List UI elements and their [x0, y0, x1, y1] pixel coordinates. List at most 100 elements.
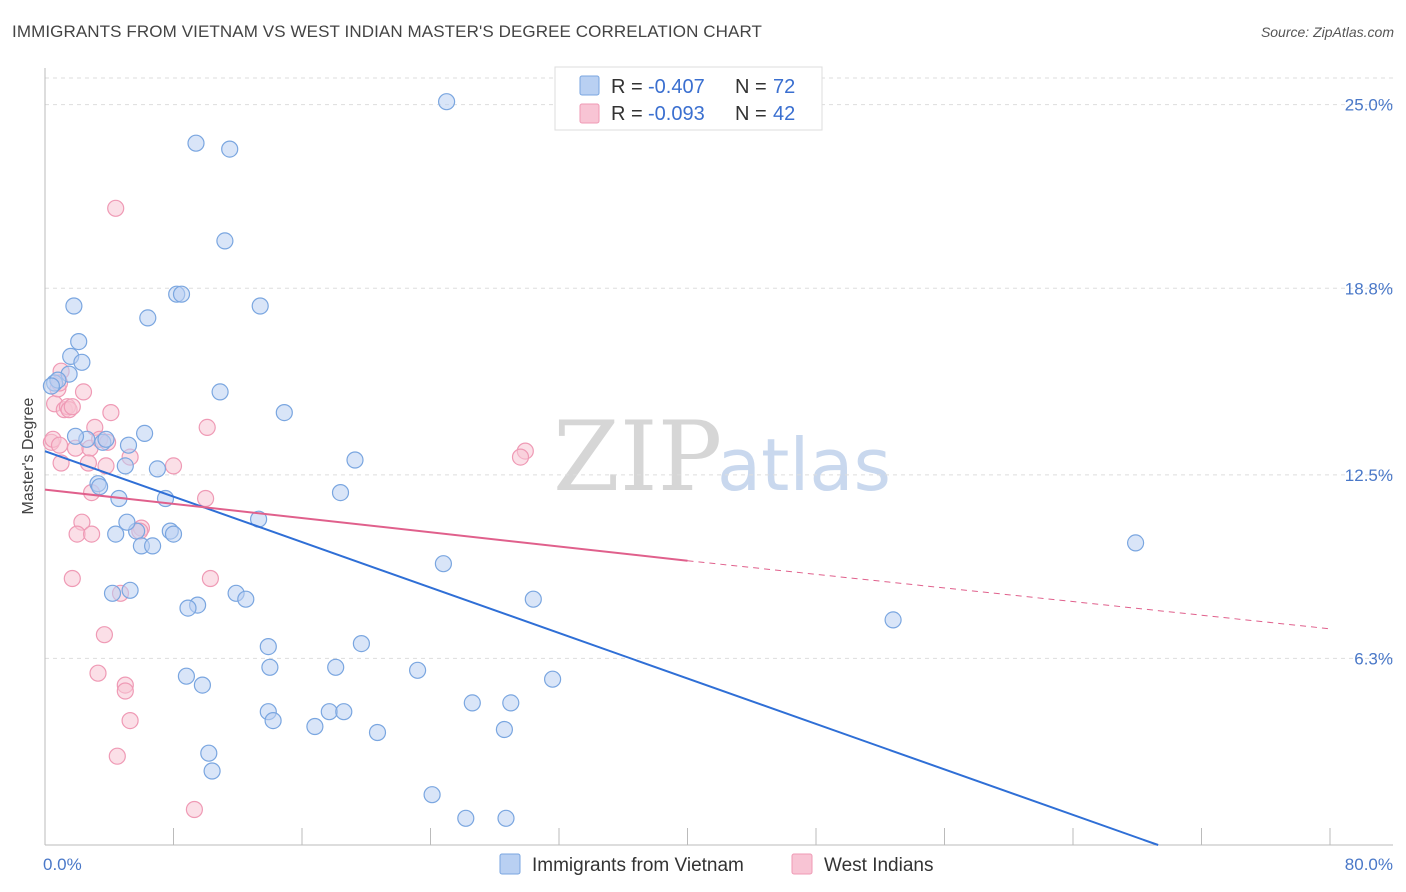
vietnam-point [1126, 534, 1145, 552]
vietnam-point [495, 720, 513, 739]
vietnam-point [103, 584, 122, 602]
west-indians-point [108, 747, 126, 765]
y-tick-label: 12.5% [1345, 466, 1393, 485]
vietnam-point [42, 377, 61, 395]
west-indians-point [102, 404, 120, 422]
series-legend: Immigrants from Vietnam West Indians [499, 853, 933, 876]
vietnam-point [352, 634, 370, 653]
vietnam-point [346, 451, 364, 469]
legend-r-value: -0.093 [648, 103, 705, 125]
vietnam-point [335, 703, 353, 721]
west-indians-point [198, 418, 216, 436]
x-tick-label-max: 80.0% [1345, 855, 1393, 874]
vietnam-point [259, 637, 277, 656]
west-indians-point [197, 489, 215, 508]
vietnam-point [327, 658, 345, 676]
vietnam-point [200, 744, 218, 762]
series-legend-swatch-pink [791, 853, 813, 875]
x-tick-label-min: 0.0% [43, 855, 82, 874]
watermark: ZIP atlas [553, 401, 891, 513]
west-indians-points [42, 199, 534, 819]
vietnam-point [543, 670, 562, 688]
west-indians-point [116, 682, 134, 700]
vietnam-point [179, 599, 197, 617]
series-legend-swatch-blue [499, 853, 521, 875]
y-axis-label: Master's Degree [20, 397, 37, 514]
legend-n-value: 72 [773, 76, 795, 98]
vietnam-point [66, 427, 85, 445]
west-indians-point [74, 383, 93, 401]
legend-n-label: N = [735, 76, 767, 98]
vietnam-point [70, 333, 88, 351]
legend-swatch-pink [579, 103, 600, 124]
legend-swatch-blue [579, 75, 600, 96]
west-indians-point [95, 626, 114, 644]
west-indians-point [50, 436, 69, 454]
y-tick-label: 6.3% [1354, 649, 1393, 668]
vietnam-point [144, 537, 162, 555]
legend-n-label: N = [735, 103, 767, 125]
vietnam-point [107, 525, 125, 543]
chart-title: IMMIGRANTS FROM VIETNAM VS WEST INDIAN M… [12, 22, 763, 41]
legend: R = -0.407 N = 72 R = -0.093 N = 42 [554, 66, 823, 131]
west-indians-trend-line [44, 488, 688, 562]
y-tick-label: 25.0% [1345, 96, 1393, 115]
vietnam-point [251, 297, 269, 315]
regression-lines [44, 450, 1331, 846]
vietnam-point [177, 667, 195, 685]
legend-r-value: -0.407 [648, 76, 705, 98]
west-indians-point [97, 457, 115, 475]
vietnam-point [331, 484, 350, 502]
vietnam-trend-line [44, 450, 1159, 846]
vietnam-point [524, 590, 542, 608]
west-indians-point [63, 569, 81, 588]
vietnam-point [97, 430, 115, 448]
vietnam-point [409, 661, 427, 679]
vietnam-point [164, 525, 183, 543]
west-indians-point [82, 525, 101, 543]
watermark-zip: ZIP [553, 401, 722, 513]
vietnam-point [148, 460, 166, 478]
vietnam-point [264, 711, 282, 730]
vietnam-point [119, 436, 138, 454]
vietnam-points [42, 93, 1145, 827]
grid [45, 77, 1393, 659]
vietnam-point [275, 404, 293, 422]
vietnam-point [434, 555, 452, 573]
vietnam-point [438, 93, 456, 111]
vietnam-point [116, 457, 134, 475]
west-indians-point [68, 525, 86, 543]
vietnam-point [237, 590, 255, 608]
west-indians-trend-extension [687, 560, 1331, 630]
west-indians-point [511, 448, 530, 466]
west-indians-point [89, 664, 107, 682]
vietnam-point [136, 424, 154, 442]
vietnam-point [502, 694, 520, 712]
west-indians-point [63, 398, 81, 416]
vietnam-point [187, 134, 205, 152]
west-indians-point [164, 457, 183, 475]
vietnam-point [172, 285, 191, 303]
source-credit: Source: ZipAtlas.com [1260, 24, 1394, 40]
y-tick-label: 18.8% [1345, 279, 1393, 298]
vietnam-point [193, 676, 211, 694]
y-tick-labels: 6.3% 12.5% 18.8% 25.0% [1345, 96, 1393, 669]
vietnam-point [368, 723, 387, 742]
vietnam-point [457, 809, 475, 827]
vietnam-point [73, 353, 91, 371]
vietnam-point [423, 786, 441, 804]
vietnam-point [211, 383, 229, 401]
vietnam-point [221, 140, 239, 158]
vietnam-point [884, 611, 902, 629]
vietnam-point [203, 762, 221, 780]
legend-n-value: 42 [773, 103, 795, 125]
vietnam-point [139, 309, 157, 327]
series-legend-label: Immigrants from Vietnam [532, 855, 744, 876]
vietnam-point [118, 513, 136, 531]
west-indians-point [185, 800, 203, 819]
west-indians-point [201, 569, 219, 588]
west-indians-point [121, 711, 139, 730]
vietnam-point [463, 694, 481, 712]
vietnam-point [497, 809, 515, 827]
